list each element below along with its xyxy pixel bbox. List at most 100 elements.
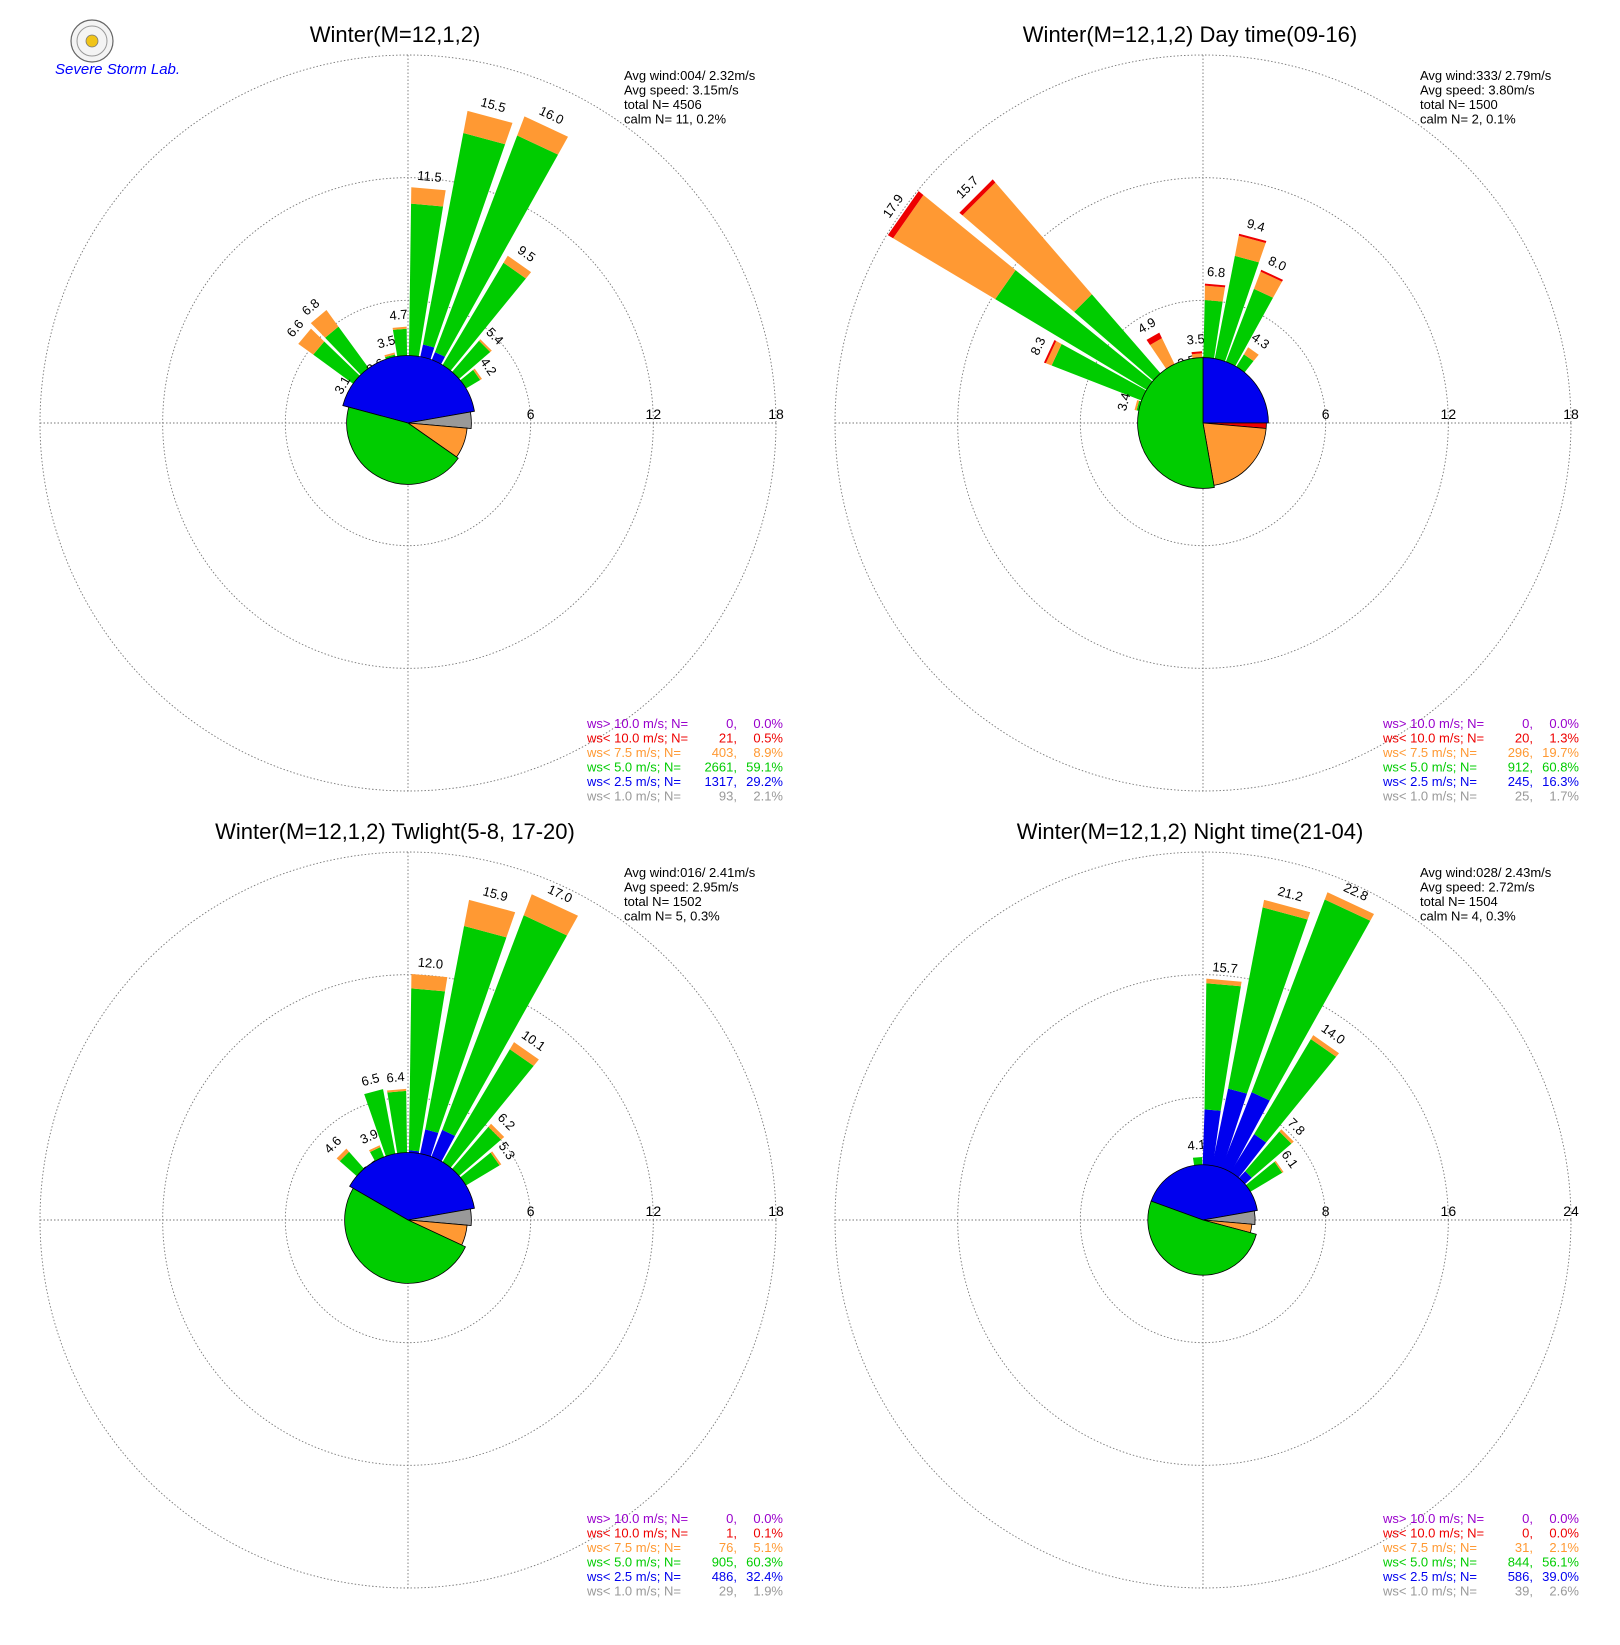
pie-slice-lt5 xyxy=(1147,1200,1257,1276)
bar-segment-lt5 xyxy=(1228,907,1308,1094)
pie-slice-lt2_5 xyxy=(1202,357,1269,424)
bar-segment-lt7_5 xyxy=(517,116,569,155)
bar-value-label: 6.8 xyxy=(299,295,322,318)
bar-segment-lt7_5 xyxy=(298,328,325,355)
legend-label: ws< 2.5 m/s; N= xyxy=(586,1569,681,1584)
legend-label: ws< 2.5 m/s; N= xyxy=(1382,774,1477,789)
stats-line: Avg wind:028/ 2.43m/s xyxy=(1420,865,1552,880)
bar-value-label: 6.5 xyxy=(360,1070,381,1089)
legend-percent: 0.0% xyxy=(1549,1526,1579,1541)
bar-segment-lt5 xyxy=(422,133,506,348)
legend-count: 1317, xyxy=(704,774,737,789)
bar-segment-lt7_5 xyxy=(392,326,407,330)
bar-value-label: 3.9 xyxy=(358,1126,381,1147)
bar-segment-lt7_5 xyxy=(387,1088,407,1093)
bar-value-label: 4.6 xyxy=(321,1133,344,1156)
bar-segment-lt5 xyxy=(434,135,559,357)
legend-count: 29, xyxy=(719,1584,737,1599)
bar-segment-lt7_5 xyxy=(1324,892,1375,921)
legend-count: 905, xyxy=(712,1555,737,1570)
legend-count: 0, xyxy=(726,716,737,731)
legend-label: ws< 7.5 m/s; N= xyxy=(1382,1540,1477,1555)
bar-segment-lt5 xyxy=(442,915,568,1136)
bar-segment-lt7_5 xyxy=(1274,1160,1284,1173)
legend-count: 0, xyxy=(1522,716,1533,731)
legend-label: ws< 1.0 m/s; N= xyxy=(1382,1584,1477,1599)
legend-label: ws< 1.0 m/s; N= xyxy=(1382,789,1477,804)
legend-count: 1, xyxy=(726,1526,737,1541)
bar-segment-lt7_5 xyxy=(1191,353,1203,359)
bar-value-label: 3.5 xyxy=(376,332,397,351)
bar-value-label: 17.0 xyxy=(546,882,575,906)
legend-count: 39, xyxy=(1515,1584,1533,1599)
ring-label: 6 xyxy=(527,1203,535,1219)
legend-label: ws< 5.0 m/s; N= xyxy=(586,1555,681,1570)
ring-label: 24 xyxy=(1563,1203,1579,1219)
pie-slice-calm_lt1 xyxy=(1202,1210,1256,1225)
legend-percent: 39.0% xyxy=(1542,1569,1579,1584)
stats-line: Avg wind:016/ 2.41m/s xyxy=(624,865,756,880)
legend-count: 486, xyxy=(712,1569,737,1584)
bar-value-label: 4.7 xyxy=(389,307,408,324)
pie-slice-lt5 xyxy=(346,406,459,485)
bar-segment-lt7_5 xyxy=(490,1151,502,1166)
chart-title: Winter(M=12,1,2) Twlight(5-8, 17-20) xyxy=(215,819,575,844)
bar-segment-lt7_5 xyxy=(503,255,532,279)
legend-percent: 56.1% xyxy=(1542,1555,1579,1570)
pie-slice-lt2_5 xyxy=(349,1152,475,1221)
legend-percent: 60.8% xyxy=(1542,760,1579,775)
bar-segment-lt7_5 xyxy=(1279,1129,1294,1144)
ring-label: 8 xyxy=(1322,1203,1330,1219)
bar-segment-lt5 xyxy=(387,1090,408,1166)
legend-count: 2661, xyxy=(704,760,737,775)
legend-label: ws< 2.5 m/s; N= xyxy=(1382,1569,1477,1584)
legend-count: 20, xyxy=(1515,731,1533,746)
stats-line: Avg speed: 2.72m/s xyxy=(1420,880,1535,895)
legend-percent: 59.1% xyxy=(746,760,783,775)
bar-segment-lt5 xyxy=(441,1049,534,1170)
legend-percent: 0.0% xyxy=(753,1511,783,1526)
legend-percent: 60.3% xyxy=(746,1555,783,1570)
legend-percent: 1.7% xyxy=(1549,789,1579,804)
legend-percent: 0.1% xyxy=(753,1526,783,1541)
legend-percent: 1.3% xyxy=(1549,731,1579,746)
legend-percent: 0.0% xyxy=(753,716,783,731)
bar-value-label: 15.7 xyxy=(1212,959,1239,976)
stats-line: calm N= 4, 0.3% xyxy=(1420,909,1516,924)
legend-count: 93, xyxy=(719,789,737,804)
legend-percent: 1.9% xyxy=(753,1584,783,1599)
bar-segment-lt7_5 xyxy=(1310,1035,1340,1057)
stats-line: calm N= 2, 0.1% xyxy=(1420,112,1516,127)
pie-slice-lt5 xyxy=(1137,357,1215,489)
bar-value-label: 9.5 xyxy=(515,242,538,265)
legend-percent: 0.0% xyxy=(1549,1511,1579,1526)
ring-label: 16 xyxy=(1441,1203,1457,1219)
pie-slice-calm_lt1 xyxy=(407,1208,472,1226)
legend-count: 0, xyxy=(726,1511,737,1526)
bar-value-label: 6.2 xyxy=(495,1110,518,1133)
wind-rose-panel-twilight: 6 12 18 Winter(M=12,1,2) Twlight(5-8, 17-20… xyxy=(39,819,784,1599)
bar-segment-lt7_5 xyxy=(310,309,339,338)
bar-segment-lt10 xyxy=(959,179,996,216)
bar-segment-lt7_5 xyxy=(384,352,395,358)
bar-value-label: 21.2 xyxy=(1276,883,1304,904)
legend-percent: 2.1% xyxy=(1549,1540,1579,1555)
pie-slice-lt2_5 xyxy=(342,355,475,424)
legend-percent: 16.3% xyxy=(1542,774,1579,789)
bar-segment-lt7_5 xyxy=(478,339,492,353)
bar-value-label: 5.3 xyxy=(496,1139,519,1162)
legend-count: 0, xyxy=(1522,1511,1533,1526)
stats-line: Avg wind:333/ 2.79m/s xyxy=(1420,68,1552,83)
chart-title: Winter(M=12,1,2) xyxy=(310,22,481,47)
bar-segment-lt7_5 xyxy=(1243,347,1259,362)
bar-value-label: 8.0 xyxy=(1266,253,1289,274)
ring-label: 6 xyxy=(1322,406,1330,422)
bar-segment-lt10 xyxy=(1043,339,1057,364)
bar-segment-lt5 xyxy=(364,1089,398,1168)
bar-segment-lt7_5 xyxy=(1234,235,1266,263)
legend-label: ws> 10.0 m/s; N= xyxy=(1382,716,1484,731)
ring-label: 6 xyxy=(527,406,535,422)
legend-label: ws< 7.5 m/s; N= xyxy=(586,1540,681,1555)
legend-count: 245, xyxy=(1508,774,1533,789)
